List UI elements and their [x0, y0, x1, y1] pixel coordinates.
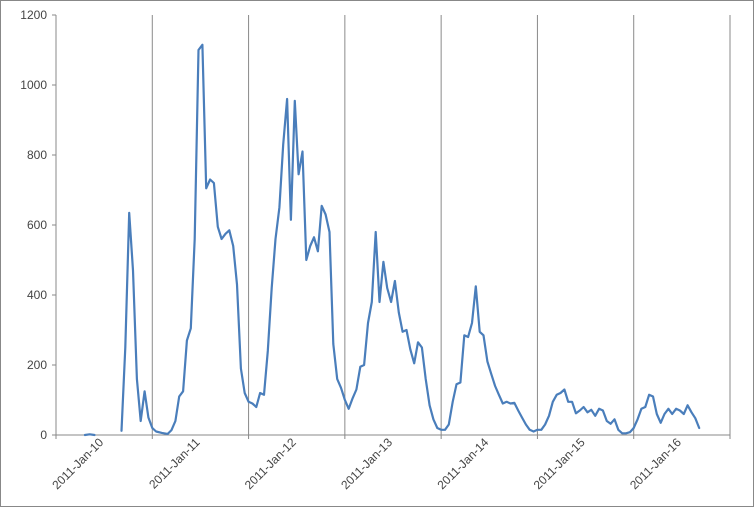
y-tick-label: 200 — [27, 358, 47, 372]
series-group — [83, 43, 701, 437]
x-axis-ticks: 2011-Jan-10 2011-Jan-11 2011-Jan-12 2011-Ja… — [49, 435, 731, 492]
series-line — [83, 433, 96, 437]
gridlines — [151, 15, 731, 435]
y-tick-label: 800 — [27, 148, 47, 162]
x-tick-label: 2011-Jan-13 — [338, 435, 395, 492]
x-tick-label: 2011-Jan-15 — [531, 435, 588, 492]
y-tick-label: 0 — [40, 428, 47, 442]
y-tick-label: 600 — [27, 218, 47, 232]
y-tick-label: 1200 — [20, 8, 47, 22]
x-tick-label: 2011-Jan-11 — [146, 435, 203, 492]
x-tick-label: 2011-Jan-16 — [627, 435, 684, 492]
x-tick-label: 2011-Jan-10 — [49, 435, 106, 492]
x-tick-label: 2011-Jan-14 — [434, 435, 491, 492]
x-tick-label: 2011-Jan-12 — [242, 435, 299, 492]
y-axis-ticks: 0 200 400 600 800 1000 1200 — [20, 8, 56, 442]
y-tick-label: 400 — [27, 288, 47, 302]
series-line — [120, 43, 701, 435]
y-tick-label: 1000 — [20, 78, 47, 92]
